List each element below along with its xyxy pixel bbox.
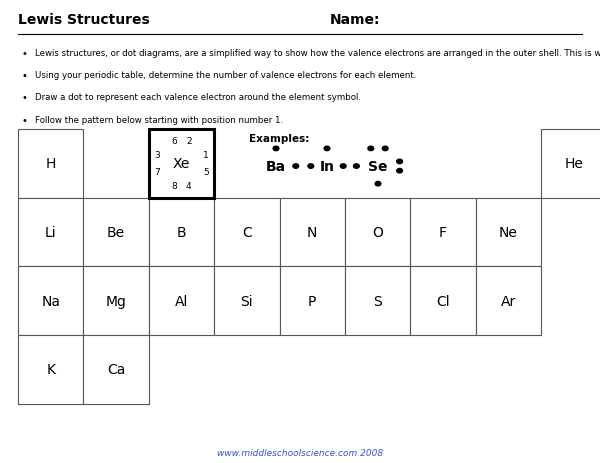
- Text: He: He: [565, 157, 583, 171]
- Bar: [18, 130, 83, 198]
- Text: 7: 7: [154, 168, 160, 177]
- Text: Li: Li: [45, 225, 56, 239]
- Bar: [476, 267, 541, 335]
- Text: Examples:: Examples:: [249, 134, 310, 144]
- Bar: [345, 267, 410, 335]
- Text: C: C: [242, 225, 252, 239]
- Bar: [541, 130, 600, 198]
- Text: H: H: [46, 157, 56, 171]
- Text: Si: Si: [241, 294, 253, 308]
- Bar: [83, 335, 149, 404]
- Text: Xe: Xe: [173, 157, 190, 171]
- Text: •: •: [21, 115, 27, 125]
- Text: F: F: [439, 225, 447, 239]
- Bar: [18, 267, 83, 335]
- Text: 4: 4: [186, 182, 191, 191]
- Circle shape: [324, 147, 330, 151]
- Text: Cl: Cl: [436, 294, 450, 308]
- Text: S: S: [373, 294, 382, 308]
- Bar: [214, 198, 280, 267]
- Text: Lewis structures, or dot diagrams, are a simplified way to show how the valence : Lewis structures, or dot diagrams, are a…: [35, 49, 600, 57]
- Text: Mg: Mg: [106, 294, 127, 308]
- Bar: [214, 267, 280, 335]
- Text: 5: 5: [203, 168, 209, 177]
- Text: Ar: Ar: [501, 294, 516, 308]
- Bar: [149, 198, 214, 267]
- Circle shape: [273, 147, 279, 151]
- Text: Follow the pattern below starting with position number 1.: Follow the pattern below starting with p…: [35, 115, 283, 124]
- Bar: [83, 267, 149, 335]
- Text: P: P: [308, 294, 316, 308]
- Text: Name:: Name:: [330, 13, 380, 27]
- Circle shape: [340, 164, 346, 169]
- Text: Na: Na: [41, 294, 60, 308]
- Circle shape: [353, 164, 359, 169]
- Circle shape: [397, 169, 403, 174]
- Text: •: •: [21, 49, 27, 59]
- Bar: [149, 130, 214, 198]
- Text: Al: Al: [175, 294, 188, 308]
- Circle shape: [397, 160, 403, 164]
- Text: K: K: [46, 363, 55, 376]
- Text: www.middleschoolscience.com 2008: www.middleschoolscience.com 2008: [217, 448, 383, 457]
- Bar: [410, 267, 476, 335]
- Text: •: •: [21, 93, 27, 103]
- Bar: [18, 335, 83, 404]
- Text: 1: 1: [203, 151, 209, 160]
- Text: Ca: Ca: [107, 363, 125, 376]
- Text: O: O: [372, 225, 383, 239]
- Text: Using your periodic table, determine the number of valence electrons for each el: Using your periodic table, determine the…: [35, 71, 416, 80]
- Bar: [345, 198, 410, 267]
- Text: Draw a dot to represent each valence electron around the element symbol.: Draw a dot to represent each valence ele…: [35, 93, 361, 102]
- Bar: [149, 267, 214, 335]
- Bar: [18, 198, 83, 267]
- Text: •: •: [21, 71, 27, 81]
- Text: Be: Be: [107, 225, 125, 239]
- Text: Se: Se: [368, 160, 388, 174]
- Text: 2: 2: [186, 137, 191, 146]
- Text: Lewis Structures: Lewis Structures: [18, 13, 150, 27]
- Text: 6: 6: [172, 137, 177, 146]
- Bar: [280, 267, 345, 335]
- Text: Ba: Ba: [266, 160, 286, 174]
- Text: In: In: [320, 160, 335, 174]
- Circle shape: [308, 164, 314, 169]
- Circle shape: [368, 147, 374, 151]
- Circle shape: [293, 164, 299, 169]
- Text: 3: 3: [154, 151, 160, 160]
- Text: Ne: Ne: [499, 225, 518, 239]
- Circle shape: [375, 182, 381, 187]
- Bar: [476, 198, 541, 267]
- Text: 8: 8: [172, 182, 177, 191]
- Text: N: N: [307, 225, 317, 239]
- Circle shape: [382, 147, 388, 151]
- Bar: [280, 198, 345, 267]
- Bar: [410, 198, 476, 267]
- Text: B: B: [176, 225, 187, 239]
- Bar: [83, 198, 149, 267]
